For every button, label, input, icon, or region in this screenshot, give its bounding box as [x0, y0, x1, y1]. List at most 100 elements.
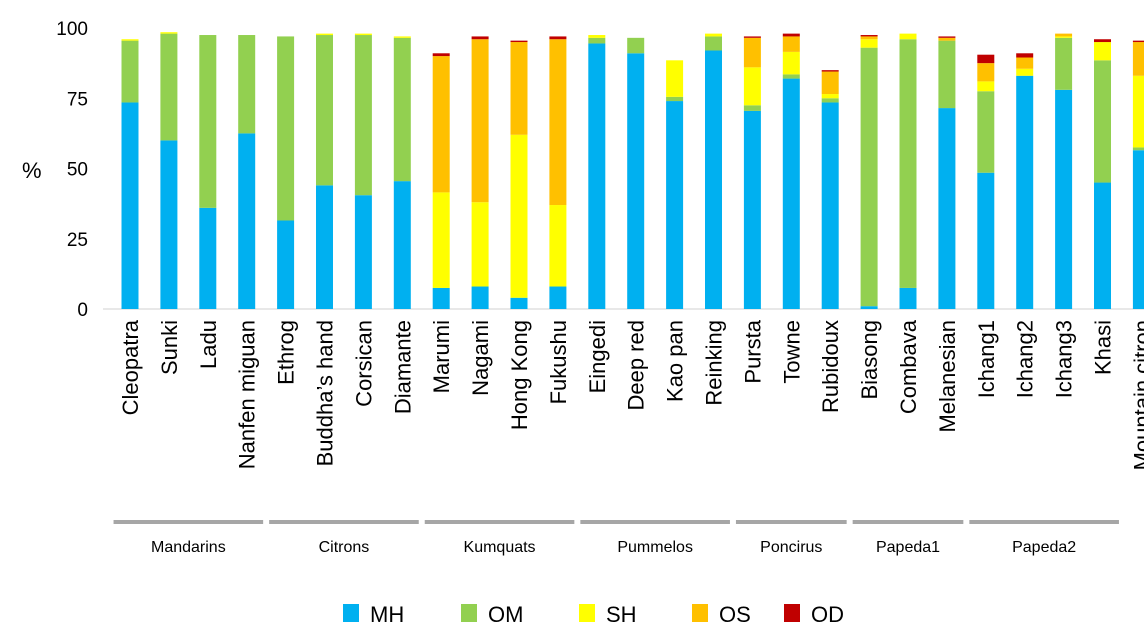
bar-segment-om	[238, 35, 256, 134]
bar-segment-om	[277, 36, 295, 221]
bar-segment-mh	[705, 50, 722, 309]
category-label: Nagami	[468, 320, 493, 396]
bar-segment-om	[821, 98, 839, 103]
group-label: Citrons	[319, 539, 370, 556]
bars	[121, 32, 1144, 310]
bar-segment-od	[432, 53, 450, 57]
group-label: Papeda1	[876, 539, 940, 556]
bar-segment-sh	[899, 33, 917, 40]
bar-segment-om	[1094, 60, 1111, 183]
group-label: Kumquats	[464, 539, 536, 556]
category-label: Khasi	[1091, 320, 1116, 375]
bar-segment-om	[121, 40, 139, 103]
bar-segment-om	[743, 105, 761, 111]
bar-segment-od	[743, 36, 761, 38]
bar-segment-om	[1132, 147, 1144, 151]
bar-segment-mh	[860, 306, 878, 309]
bar-segment-mh	[1132, 150, 1144, 309]
group-label: Mandarins	[151, 539, 226, 556]
category-label: Ichang3	[1052, 320, 1077, 398]
category-label: Combava	[896, 319, 921, 414]
bar-segment-om	[354, 35, 372, 196]
bar-segment-mh	[471, 286, 489, 309]
group-brackets: Mandarins Citrons Kumquats Pummelos Poncirus…	[113, 520, 1119, 556]
y-tick-label: 100	[56, 19, 88, 40]
category-label: Melanesian	[935, 320, 960, 433]
bar-segment-om	[705, 36, 722, 51]
bar-segment-os	[782, 36, 800, 52]
legend-label: SH	[606, 602, 637, 627]
bar-segment-os	[1016, 57, 1034, 69]
bar-segment-sh	[121, 39, 139, 41]
legend-swatch-mh	[343, 604, 359, 622]
bar-segment-os	[977, 63, 995, 82]
bar-segment-sh	[782, 51, 800, 75]
y-tick-label: 75	[67, 89, 88, 110]
bar-segment-od	[860, 35, 878, 37]
category-label: Rubidoux	[818, 320, 843, 413]
category-label: Cleopatra	[118, 319, 143, 415]
bar-segment-mh	[432, 287, 450, 309]
bar-segment-mh	[549, 286, 567, 309]
bar-segment-os	[1055, 33, 1073, 37]
group-label: Papeda2	[1012, 539, 1076, 556]
bar-segment-mh	[238, 133, 256, 309]
category-label: Mountain citron	[1129, 320, 1144, 470]
bar-segment-os	[1132, 42, 1144, 76]
bar-segment-mh	[938, 108, 956, 310]
bar-segment-od	[1016, 53, 1034, 58]
bar-segment-om	[666, 96, 684, 102]
bar-segment-sh	[977, 81, 995, 92]
bar-segment-mh	[1055, 89, 1073, 309]
category-label: Ichang1	[974, 320, 999, 398]
bar-segment-om	[588, 37, 606, 44]
category-label: Fukushu	[546, 320, 571, 404]
bar-segment-od	[938, 36, 956, 38]
bar-segment-os	[549, 39, 567, 206]
category-label: Ladu	[196, 320, 221, 369]
bar-segment-os	[821, 71, 839, 95]
legend: MH OM SH OS OD	[343, 602, 844, 627]
bar-segment-om	[938, 40, 956, 109]
bar-segment-mh	[277, 220, 295, 309]
bar-segment-os	[432, 56, 450, 193]
bar-segment-sh	[432, 192, 450, 288]
category-label: Deep red	[624, 320, 649, 411]
bar-segment-sh	[393, 36, 411, 38]
bar-segment-os	[471, 39, 489, 203]
bar-segment-sh	[666, 60, 684, 97]
y-tick-label: 0	[77, 300, 88, 321]
bar-segment-sh	[743, 67, 761, 106]
y-tick-label: 25	[67, 230, 88, 251]
category-labels: Cleopatra Sunki Ladu Nanfen miguan Ethrog Bud…	[118, 319, 1144, 470]
legend-swatch-os	[692, 604, 708, 622]
y-axis-ticks: 0 25 50 75 100	[56, 19, 88, 321]
bar-segment-om	[977, 91, 995, 173]
bar-segment-sh	[1094, 42, 1111, 61]
bar-segment-om	[860, 47, 878, 307]
bar-segment-om	[316, 35, 333, 186]
bar-segment-mh	[588, 43, 606, 309]
bar-segment-od	[471, 36, 489, 40]
bar-segment-om	[393, 37, 411, 182]
category-label: Marumi	[429, 320, 454, 393]
bar-segment-mh	[627, 53, 645, 309]
category-label: Biasong	[857, 320, 882, 400]
bar-segment-os	[938, 37, 956, 41]
legend-swatch-om	[461, 604, 477, 622]
bar-segment-mh	[393, 181, 411, 309]
bar-segment-mh	[160, 140, 178, 309]
group-label: Pummelos	[617, 539, 693, 556]
category-label: Reinking	[702, 320, 727, 406]
bar-segment-sh	[160, 32, 178, 34]
bar-segment-mh	[977, 172, 995, 309]
bar-segment-mh	[354, 195, 372, 309]
bar-segment-sh	[471, 202, 489, 287]
bar-segment-mh	[743, 110, 761, 310]
bar-segment-om	[627, 37, 645, 54]
category-label: Ichang2	[1013, 320, 1038, 398]
bar-segment-sh	[1016, 68, 1034, 76]
category-label: Buddha’s hand	[313, 320, 338, 466]
category-label: Sunki	[157, 320, 182, 375]
group-label: Poncirus	[760, 539, 822, 556]
